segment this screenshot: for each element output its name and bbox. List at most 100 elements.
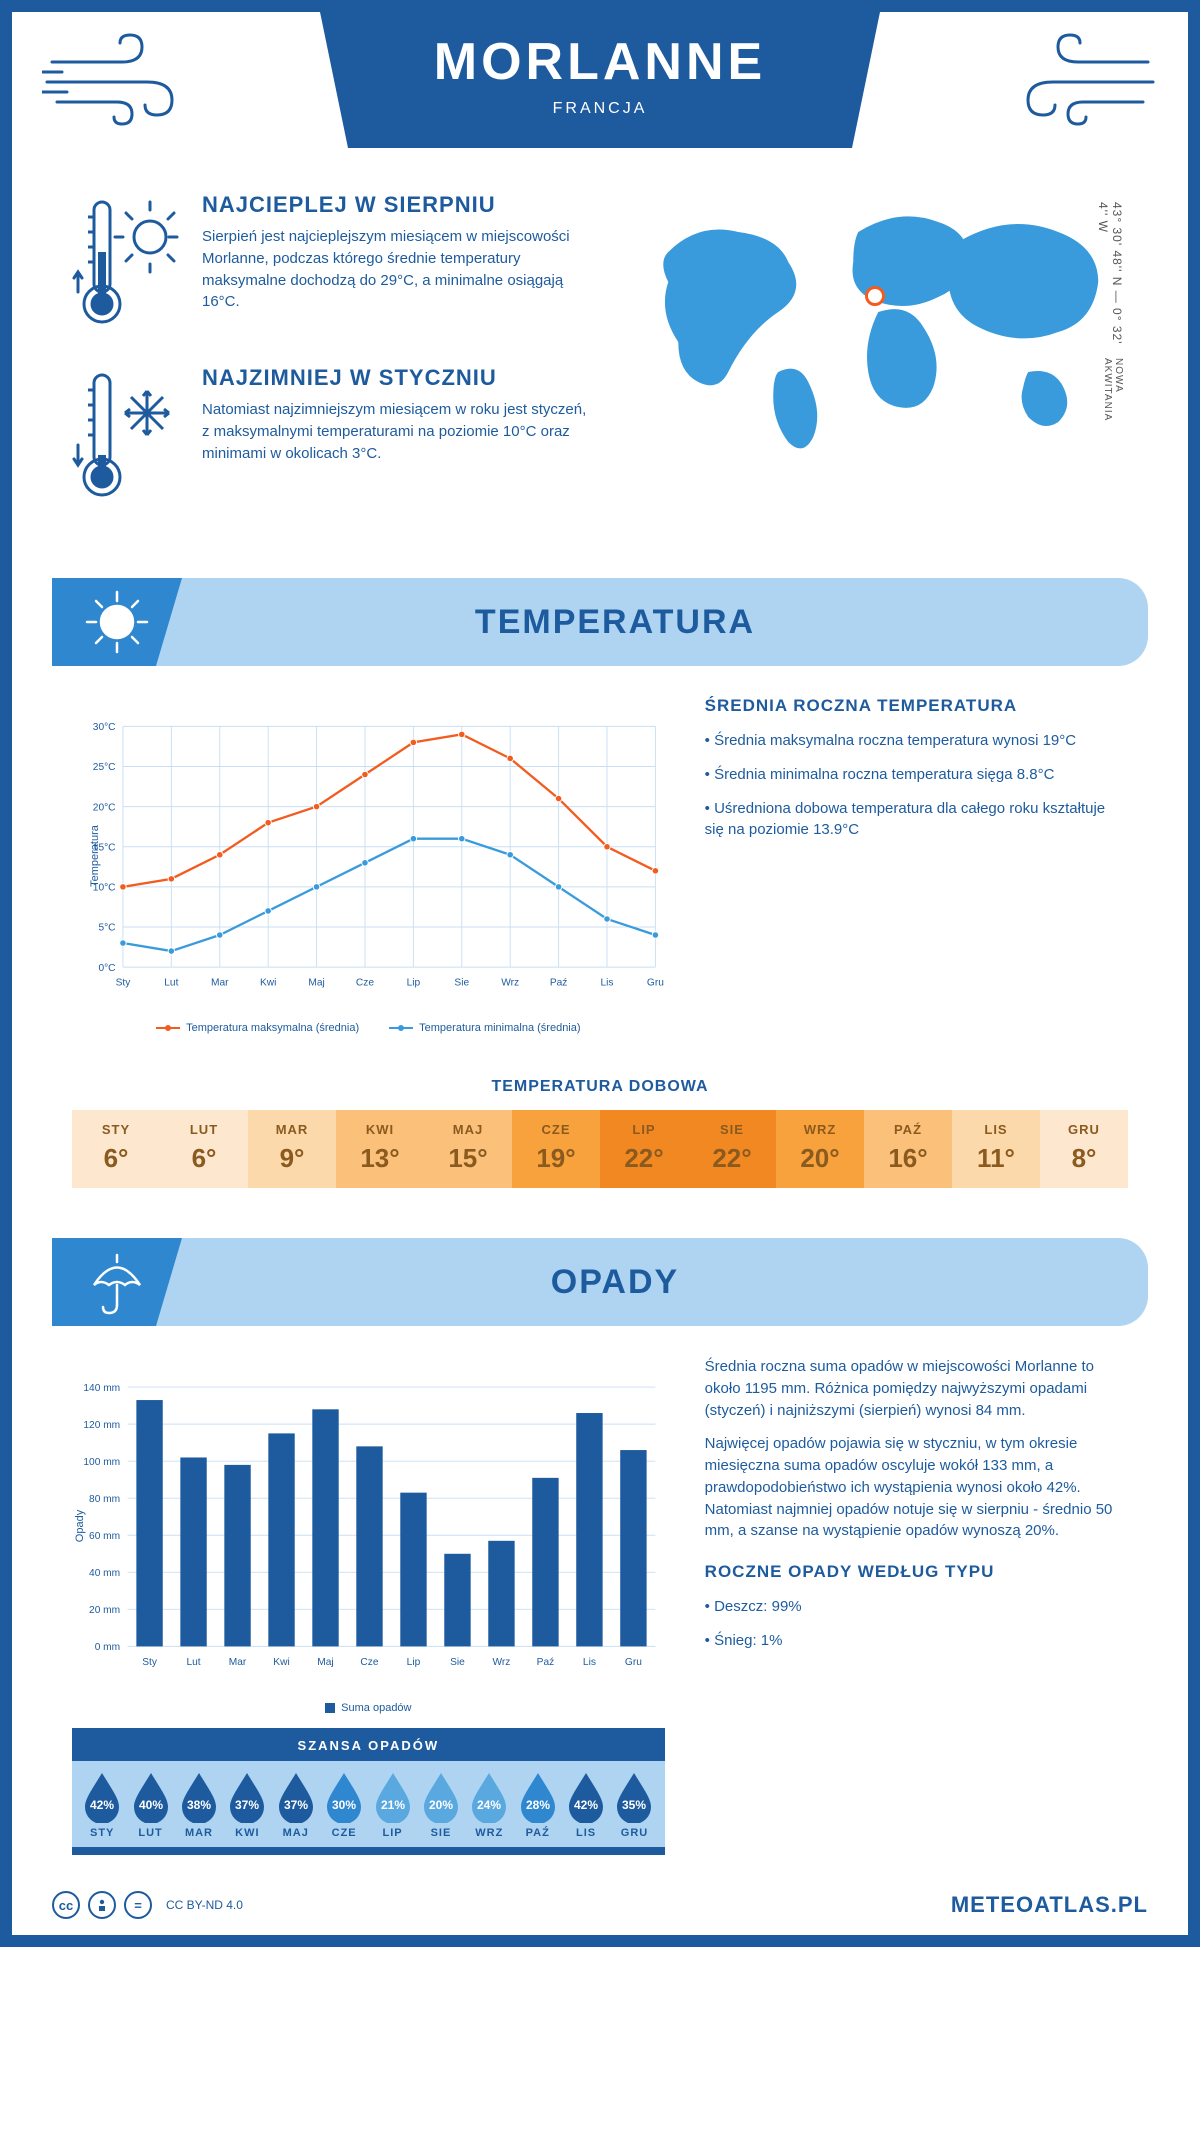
chance-drop: 42%STY	[78, 1771, 126, 1839]
temp-y-axis-label: Temperatura	[89, 825, 101, 887]
svg-text:Lis: Lis	[600, 978, 613, 989]
svg-text:40%: 40%	[139, 1798, 163, 1812]
svg-text:Paź: Paź	[537, 1657, 555, 1668]
svg-text:60 mm: 60 mm	[89, 1531, 120, 1542]
temp-legend: Temperatura maksymalna (średnia) Tempera…	[72, 1022, 665, 1034]
svg-text:42%: 42%	[574, 1798, 598, 1812]
precip-info-col: Średnia roczna suma opadów w miejscowośc…	[705, 1356, 1128, 1855]
svg-text:Sie: Sie	[454, 978, 469, 989]
svg-text:42%: 42%	[90, 1798, 114, 1812]
page: MORLANNE FRANCJA	[0, 0, 1200, 1947]
svg-text:Gru: Gru	[625, 1657, 642, 1668]
svg-text:Gru: Gru	[647, 978, 664, 989]
svg-text:Cze: Cze	[356, 978, 374, 989]
temp-chart-col: Temperatura 0°C5°C10°C15°C20°C25°C30°CSt…	[72, 696, 665, 1034]
cold-heading: NAJZIMNIEJ W STYCZNIU	[202, 365, 598, 391]
chance-drop: 30%CZE	[320, 1771, 368, 1839]
svg-text:28%: 28%	[526, 1798, 550, 1812]
svg-text:37%: 37%	[284, 1798, 308, 1812]
wind-icon	[998, 32, 1158, 132]
chance-drop: 38%MAR	[175, 1771, 223, 1839]
page-subtitle: FRANCJA	[320, 100, 880, 118]
svg-text:Sty: Sty	[142, 1657, 158, 1668]
precip-type-bullet: • Deszcz: 99%	[705, 1596, 1128, 1618]
overview-row: NAJCIEPLEJ W SIERPNIU Sierpień jest najc…	[12, 182, 1188, 578]
temp-info-col: ŚREDNIA ROCZNA TEMPERATURA • Średnia mak…	[705, 696, 1128, 1034]
svg-text:Maj: Maj	[317, 1657, 333, 1668]
precip-legend: Suma opadów	[72, 1702, 665, 1714]
svg-text:Maj: Maj	[308, 978, 324, 989]
warmest-block: NAJCIEPLEJ W SIERPNIU Sierpień jest najc…	[72, 192, 598, 337]
wind-icon	[42, 32, 202, 132]
svg-text:Paź: Paź	[550, 978, 568, 989]
world-map	[628, 192, 1128, 452]
map-marker	[865, 286, 885, 306]
chance-drop: 20%SIE	[417, 1771, 465, 1839]
svg-text:Sty: Sty	[116, 978, 132, 989]
svg-text:5°C: 5°C	[98, 923, 115, 934]
svg-text:Mar: Mar	[211, 978, 229, 989]
svg-text:0 mm: 0 mm	[95, 1642, 120, 1653]
page-title: MORLANNE	[320, 32, 880, 92]
svg-text:30%: 30%	[332, 1798, 356, 1812]
daily-temp-cell: CZE19°	[512, 1110, 600, 1188]
svg-text:20 mm: 20 mm	[89, 1605, 120, 1616]
daily-temp-title: TEMPERATURA DOBOWA	[12, 1078, 1188, 1096]
svg-text:Cze: Cze	[360, 1657, 378, 1668]
svg-text:Wrz: Wrz	[501, 978, 519, 989]
svg-text:0°C: 0°C	[98, 963, 115, 974]
cold-text: Natomiast najzimniejszym miesiącem w rok…	[202, 399, 598, 464]
license-block: cc = CC BY-ND 4.0	[52, 1891, 243, 1919]
svg-text:Wrz: Wrz	[493, 1657, 511, 1668]
svg-text:Sie: Sie	[450, 1657, 465, 1668]
daily-temp-cell: LUT6°	[160, 1110, 248, 1188]
svg-text:Mar: Mar	[229, 1657, 247, 1668]
cc-icon: cc	[52, 1891, 80, 1919]
precip-row: Opady 0 mm20 mm40 mm60 mm80 mm100 mm120 …	[12, 1356, 1188, 1875]
coldest-block: NAJZIMNIEJ W STYCZNIU Natomiast najzimni…	[72, 365, 598, 510]
svg-text:38%: 38%	[187, 1798, 211, 1812]
daily-temp-cell: SIE22°	[688, 1110, 776, 1188]
daily-temp-cell: LIP22°	[600, 1110, 688, 1188]
svg-text:21%: 21%	[381, 1798, 405, 1812]
chance-drops: 42%STY40%LUT38%MAR37%KWI37%MAJ30%CZE21%L…	[72, 1761, 665, 1847]
daily-temp-cell: KWI13°	[336, 1110, 424, 1188]
precip-text-2: Najwięcej opadów pojawia się w styczniu,…	[705, 1433, 1128, 1542]
warm-text: Sierpień jest najcieplejszym miesiącem w…	[202, 226, 598, 313]
svg-text:Lut: Lut	[164, 978, 178, 989]
header: MORLANNE FRANCJA	[12, 12, 1188, 182]
overview-text-col: NAJCIEPLEJ W SIERPNIU Sierpień jest najc…	[72, 192, 598, 538]
chance-drop: 40%LUT	[126, 1771, 174, 1839]
daily-temp-cell: STY6°	[72, 1110, 160, 1188]
svg-text:20%: 20%	[429, 1798, 453, 1812]
precip-type-bullet: • Śnieg: 1%	[705, 1630, 1128, 1652]
chance-drop: 35%GRU	[610, 1771, 658, 1839]
svg-text:120 mm: 120 mm	[83, 1420, 120, 1431]
temperature-banner: TEMPERATURA	[52, 578, 1148, 666]
precip-text-1: Średnia roczna suma opadów w miejscowośc…	[705, 1356, 1128, 1421]
thermometer-snow-icon	[72, 365, 182, 510]
temperature-row: Temperatura 0°C5°C10°C15°C20°C25°C30°CSt…	[12, 696, 1188, 1064]
map-col: 43° 30' 48'' N — 0° 32' 4'' W NOWA AKWIT…	[628, 192, 1128, 538]
svg-text:100 mm: 100 mm	[83, 1457, 120, 1468]
precip-heading: OPADY	[182, 1263, 1148, 1302]
daily-temp-cell: MAJ15°	[424, 1110, 512, 1188]
daily-temp-table: STY6°LUT6°MAR9°KWI13°MAJ15°CZE19°LIP22°S…	[72, 1110, 1128, 1188]
svg-text:40 mm: 40 mm	[89, 1568, 120, 1579]
chance-drop: 24%WRZ	[465, 1771, 513, 1839]
title-banner: MORLANNE FRANCJA	[320, 12, 880, 148]
temp-info-bullet: • Średnia minimalna roczna temperatura s…	[705, 764, 1128, 786]
chance-title: SZANSA OPADÓW	[72, 1738, 665, 1753]
temp-info-bullet: • Średnia maksymalna roczna temperatura …	[705, 730, 1128, 752]
daily-temp-cell: PAŹ16°	[864, 1110, 952, 1188]
by-icon	[88, 1891, 116, 1919]
precip-by-type-title: ROCZNE OPADY WEDŁUG TYPU	[705, 1562, 1128, 1582]
warm-heading: NAJCIEPLEJ W SIERPNIU	[202, 192, 598, 218]
precip-bar-chart: Opady 0 mm20 mm40 mm60 mm80 mm100 mm120 …	[72, 1356, 665, 1696]
site-name: METEOATLAS.PL	[951, 1892, 1148, 1918]
svg-text:24%: 24%	[477, 1798, 501, 1812]
precip-chart-col: Opady 0 mm20 mm40 mm60 mm80 mm100 mm120 …	[72, 1356, 665, 1855]
map-coordinates: 43° 30' 48'' N — 0° 32' 4'' W NOWA AKWIT…	[1096, 202, 1124, 442]
temperature-line-chart: Temperatura 0°C5°C10°C15°C20°C25°C30°CSt…	[72, 696, 665, 1016]
svg-text:Lip: Lip	[407, 1657, 421, 1668]
